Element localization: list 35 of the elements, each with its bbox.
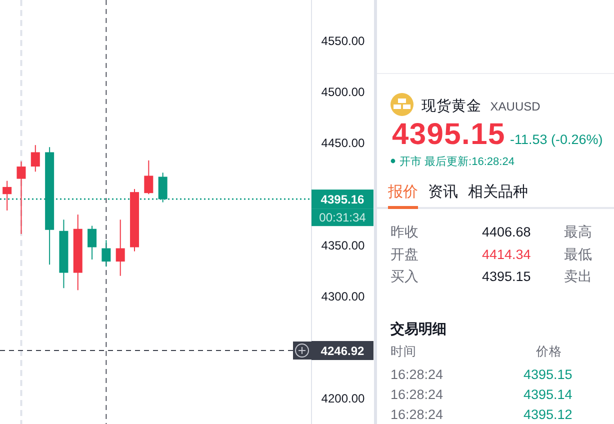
text: 4406.68 [482,224,531,240]
text: 4395.14 [524,387,573,402]
text: 4414.34 [482,247,532,262]
y-tick-label: 4200.00 [321,392,366,406]
y-tick-label: 4550.00 [321,34,366,48]
text: 4395.12 [524,407,572,422]
text: -11.53 (-0.26%) [510,132,603,147]
text: 现货黄金 [421,98,482,114]
text: 开盘 [390,246,418,262]
text: XAUUSD [490,100,541,114]
y-tick-label: 4500.00 [321,85,366,100]
y-tick-label: 4450.00 [321,136,366,150]
text: 报价 [387,184,418,200]
text: 资讯 [428,184,458,200]
text: 开市 最后更新:16:28:24 [400,155,514,168]
text: 昨收 [390,224,418,240]
text: 16:28:24 [390,387,444,402]
text: 最高 [564,224,592,240]
text: 16:28:24 [390,367,444,382]
text: 卖出 [564,268,592,284]
y-tick-label: 4350.00 [321,238,366,252]
text: 交易明细 [390,320,446,336]
text: 4395.15 [524,367,572,382]
text: 相关品种 [468,184,528,200]
text: 买入 [390,268,418,284]
text: 时间 [390,344,416,358]
text: 4395.15 [392,118,506,151]
text: 价格 [535,344,562,358]
ref-line-label: 4395.16 [320,192,365,206]
text: 00:31:34 [319,210,366,225]
ref-line-label: 4246.92 [320,344,365,358]
y-tick-label: 4300.00 [321,289,366,304]
text: 16:28:24 [390,407,444,422]
text: 最低 [564,246,592,262]
text: 4395.15 [482,269,531,284]
